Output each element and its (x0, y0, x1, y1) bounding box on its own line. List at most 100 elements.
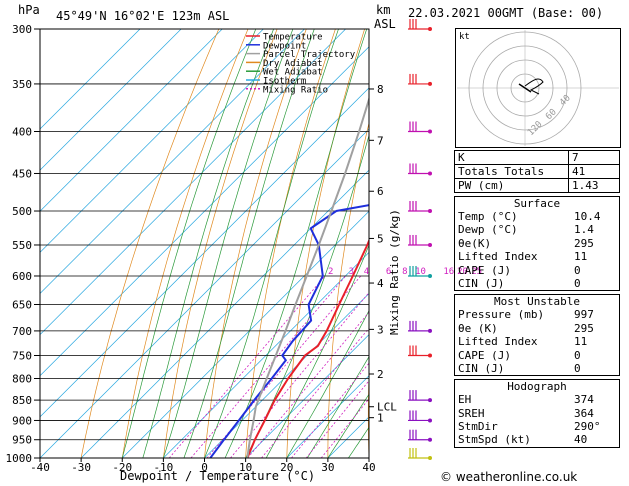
wind-barb (408, 390, 432, 403)
temperature-tick-label: -40 (30, 461, 50, 474)
pressure-tick-label: 900 (12, 414, 32, 427)
stat-label: StmSpd (kt) (458, 433, 531, 447)
legend-entry: Wet Adiabat (263, 68, 323, 78)
hodograph-stats-title: Hodograph (507, 380, 567, 394)
mixing-ratio-labels: 2 3 4 6 8 10 16 20 25 (328, 267, 482, 277)
mixing-ratio-label: 25 (471, 267, 482, 277)
most-unstable-section: Most Unstable Pressure (mb) 997 θe (K) 295 L… (454, 294, 620, 377)
stat-value: 0 (574, 361, 581, 375)
pressure-tick-label: 750 (12, 349, 32, 362)
stat-label: θe(K) (458, 236, 492, 250)
stat-row: StmSpd (kt) 40 (455, 433, 619, 446)
index-label: Totals Totals (454, 164, 569, 179)
pressure-tick-label: 800 (12, 372, 32, 385)
mixing-ratio-line (230, 291, 369, 458)
mixing-ratio-label: 4 (364, 267, 369, 277)
pressure-tick-label: 300 (12, 23, 32, 36)
isotherm-line (40, 29, 264, 253)
surface-section: Surface Temp (°C) 10.4 Dewp (°C) 1.4 θe(K) 29… (454, 196, 620, 292)
dry-adiabat-line (327, 121, 369, 458)
wet-adiabat-line (307, 355, 369, 458)
temperature-tick-label: 0 (201, 461, 208, 474)
pressure-tick-label: 450 (12, 167, 32, 180)
stat-value: 997 (574, 308, 594, 322)
isotherm-line (80, 169, 369, 458)
stat-label: θe (K) (458, 321, 498, 335)
wind-barb-base (428, 129, 432, 134)
wind-barb-base (428, 81, 432, 86)
stat-row: θe (K) 295 (455, 322, 619, 335)
pressure-tick-label: 850 (12, 394, 32, 407)
stat-row: θe(K) 295 (455, 237, 619, 250)
stat-value: 0 (574, 276, 581, 290)
wind-barb (408, 234, 432, 247)
wind-barb (408, 121, 432, 134)
wind-barb (408, 19, 432, 31)
stat-row: CAPE (J) 0 (455, 264, 619, 277)
wind-barb (408, 448, 432, 460)
most-unstable-title: Most Unstable (493, 295, 581, 309)
temperature-axis: -40 -30 -20 -10 0 10 20 30 40 (30, 458, 376, 474)
height-tick-label: 4 (377, 277, 384, 290)
dry-adiabat-line (367, 366, 369, 458)
wind-barb-base (428, 353, 432, 358)
mixing-ratio-label: 20 (457, 267, 468, 277)
stat-label: CAPE (J) (458, 263, 511, 277)
wind-barb-base (428, 328, 432, 333)
wind-barb (408, 410, 432, 423)
wind-barb (408, 320, 432, 333)
isotherm-line (40, 29, 141, 130)
isotherm-line (204, 293, 369, 458)
dry-adiabat-line (80, 29, 220, 458)
index-value: 7 (568, 150, 620, 165)
height-tick-label: 1 (377, 412, 384, 425)
pressure-tick-label: 650 (12, 299, 32, 312)
mixing-ratio-label: 10 (415, 267, 426, 277)
stat-label: CIN (J) (458, 361, 505, 375)
pressure-tick-label: 600 (12, 270, 32, 283)
index-row: Totals Totals 41 (454, 164, 620, 179)
wind-barb-base (428, 456, 432, 460)
hodograph: kt 40 60 120 (455, 28, 621, 148)
stat-row: EH 374 (455, 393, 619, 406)
pressure-tick-label: 1000 (6, 452, 33, 465)
height-tick-label: 5 (377, 232, 384, 245)
legend-entry: Dry Adiabat (263, 59, 323, 69)
stat-value: 364 (574, 406, 594, 420)
hodograph-stats-section: Hodograph EH 374 SREH 364 StmDir 290° StmSpd (… (454, 379, 620, 448)
isotherm-line (40, 29, 223, 212)
asl-unit: ASL (374, 17, 396, 31)
stat-value: 10.4 (574, 210, 601, 223)
hodograph-unit: kt (459, 32, 470, 42)
dry-adiabat-line (620, 29, 629, 458)
temperature-tick-label: -20 (112, 461, 132, 474)
height-tick-label: 8 (377, 83, 384, 96)
wind-barb-base (428, 398, 432, 403)
stat-label: Lifted Index (458, 335, 538, 349)
temperature-tick-label: 10 (239, 461, 252, 474)
height-tick-label: LCL (377, 401, 397, 414)
hodograph-trace (524, 78, 544, 95)
stat-label: SREH (458, 406, 485, 420)
isotherm-line (40, 46, 369, 377)
wind-barb (408, 345, 432, 358)
stat-value: 0 (574, 263, 581, 277)
mixing-ratio-axis-label: Mixing Ratio (g/kg) (388, 209, 401, 335)
mixing-ratio-line (190, 275, 346, 458)
isotherm-line (40, 29, 182, 171)
wind-barb (408, 163, 432, 176)
index-value: 1.43 (568, 178, 620, 193)
wind-barb-base (428, 437, 432, 442)
wind-barb (408, 429, 432, 442)
temperature-tick-label: -30 (71, 461, 91, 474)
isotherm-line (122, 210, 369, 458)
background-lines (40, 29, 629, 458)
wind-barb-base (428, 273, 432, 278)
height-tick-label: 6 (377, 185, 384, 198)
stat-row: Temp (°C) 10.4 (455, 210, 619, 223)
stat-value: 0 (574, 348, 581, 362)
pressure-tick-label: 350 (12, 78, 32, 91)
pressure-tick-label: 400 (12, 126, 32, 139)
